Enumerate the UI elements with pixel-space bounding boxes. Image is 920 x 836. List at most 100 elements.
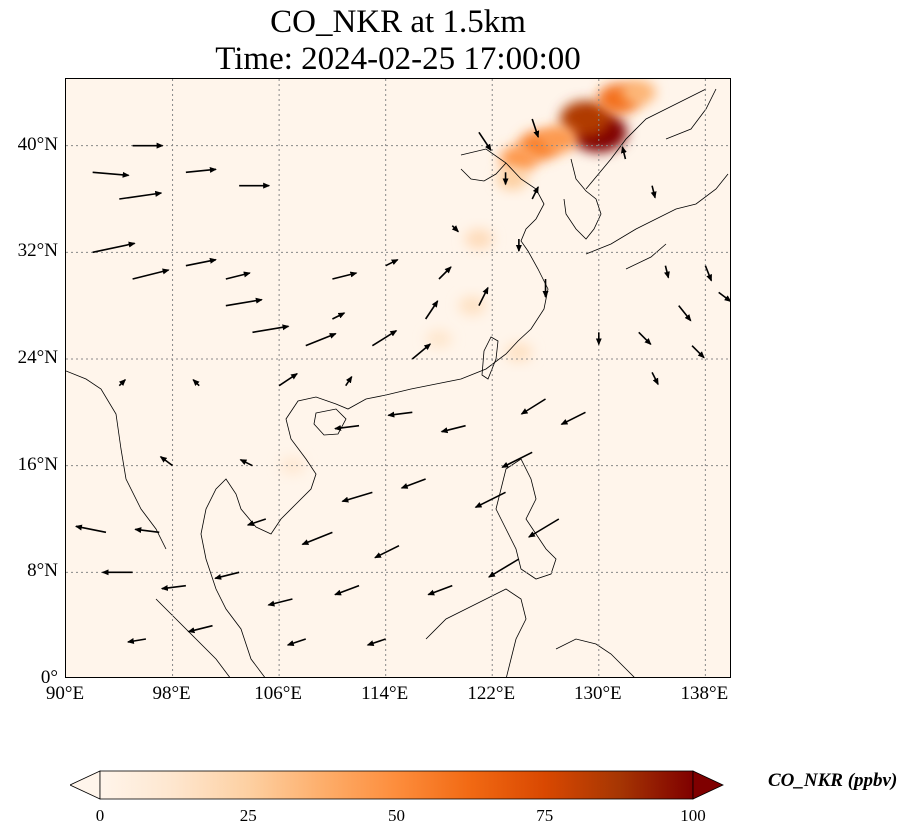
latitude-tick-label: 0° — [40, 667, 58, 688]
coastline-china-east — [385, 148, 549, 396]
colorbar-tick-label: 50 — [388, 806, 405, 825]
wind-arrow — [160, 584, 186, 591]
wind-arrow — [252, 324, 290, 334]
wind-arrow — [301, 531, 333, 546]
wind-arrow — [267, 598, 293, 607]
wind-arrow — [225, 297, 263, 307]
wind-arrow — [225, 271, 251, 280]
wind-arrow — [126, 638, 147, 644]
wind-arrow — [341, 491, 373, 503]
wind-arrow — [214, 571, 240, 580]
wind-arrow — [620, 146, 627, 160]
co-hotspot — [500, 145, 538, 173]
coastlines — [66, 88, 729, 677]
wind-arrow — [366, 638, 386, 646]
wind-arrow — [332, 271, 358, 280]
coastline-hainan — [313, 408, 347, 436]
co-hotspot — [560, 100, 611, 138]
wind-arrow — [185, 257, 217, 267]
wind-arrow — [332, 312, 346, 320]
colorbar-tick-label: 100 — [680, 806, 706, 825]
wind-arrow — [531, 118, 540, 138]
longitude-tick-label: 122°E — [467, 683, 516, 704]
wind-arrow — [385, 258, 399, 267]
wind-arrow — [132, 268, 170, 280]
chart-title: CO_NKR at 1.5km — [270, 4, 526, 40]
colorbar-tick-label: 0 — [95, 806, 105, 825]
coastline-new-guinea — [555, 638, 635, 677]
map-canvas — [66, 79, 730, 677]
wind-arrow — [424, 300, 439, 320]
wind-arrow — [438, 266, 452, 280]
wind-arrow — [531, 186, 539, 200]
coastline-japan — [585, 88, 729, 270]
wind-arrow — [345, 375, 353, 387]
wind-arrow — [92, 241, 136, 254]
wind-arrow — [185, 166, 217, 174]
wind-arrow — [134, 527, 160, 534]
wind-arrow — [239, 458, 253, 467]
coastline-bohai — [460, 162, 507, 182]
chart-subtitle-time: Time: 2024-02-25 17:00:00 — [215, 41, 581, 77]
wind-arrow — [74, 524, 107, 534]
wind-vectors — [74, 118, 730, 646]
longitude-tick-label: 90°E — [45, 683, 85, 704]
wind-arrow — [92, 171, 130, 178]
co-hotspot — [621, 80, 656, 105]
wind-arrow — [246, 518, 267, 526]
wind-arrow — [371, 329, 398, 347]
co-hotspot — [505, 342, 533, 363]
co-hotspot — [458, 295, 486, 316]
wind-arrow — [474, 491, 506, 509]
wind-arrow — [192, 378, 200, 387]
coastline-sumatra — [155, 598, 230, 677]
wind-arrow — [650, 185, 657, 199]
longitude-tick-label: 114°E — [361, 683, 409, 704]
longitude-tick-label: 98°E — [152, 683, 191, 704]
wind-arrow — [411, 343, 432, 360]
coastline-korea — [563, 158, 602, 240]
wind-arrow — [488, 558, 520, 578]
wind-arrow — [501, 451, 533, 469]
graticule-gridlines — [66, 79, 730, 677]
latitude-tick-label: 32°N — [17, 240, 58, 262]
latitude-tick-label: 16°N — [17, 453, 58, 475]
wind-arrow — [305, 332, 337, 347]
colorbar-tick-label: 25 — [239, 806, 257, 825]
wind-arrow — [718, 291, 730, 302]
coastline-philippines — [495, 458, 557, 580]
wind-arrow — [638, 331, 652, 346]
colorbar-tick-label: 75 — [536, 806, 554, 825]
longitude-tick-label: 106°E — [254, 683, 302, 704]
longitude-tick-label: 130°E — [573, 683, 622, 704]
coastline-taiwan — [481, 336, 499, 380]
latitude-tick-label: 24°N — [17, 347, 58, 368]
wind-arrow — [427, 584, 453, 596]
wind-arrow — [387, 411, 413, 418]
wind-arrow — [334, 424, 360, 431]
wind-arrow — [118, 378, 126, 387]
colorbar-label: CO_NKR (ppbv) — [768, 770, 898, 791]
latitude-tick-label: 8°N — [27, 560, 58, 582]
co-hotspot — [496, 168, 528, 190]
wind-arrow — [704, 265, 713, 282]
co-hotspot — [425, 329, 453, 349]
latitude-tick-label: 40°N — [17, 133, 58, 155]
wind-arrow — [187, 624, 213, 634]
colorbar-gradient — [99, 770, 694, 800]
co-hotspot — [464, 228, 494, 250]
wind-arrow — [400, 478, 426, 489]
wind-arrow — [119, 190, 163, 200]
wind-arrow — [374, 544, 400, 559]
coastline-borneo — [425, 588, 527, 677]
wind-arrow — [451, 225, 459, 233]
wind-arrow — [478, 131, 492, 152]
wind-arrow — [278, 373, 298, 387]
wind-arrow — [664, 265, 670, 279]
co-hotspot — [540, 125, 578, 153]
wind-arrow — [527, 518, 560, 538]
wind-arrow — [678, 305, 692, 322]
wind-arrow — [520, 398, 546, 415]
colorbar-extend-min — [70, 770, 101, 800]
map-panel — [65, 78, 731, 678]
